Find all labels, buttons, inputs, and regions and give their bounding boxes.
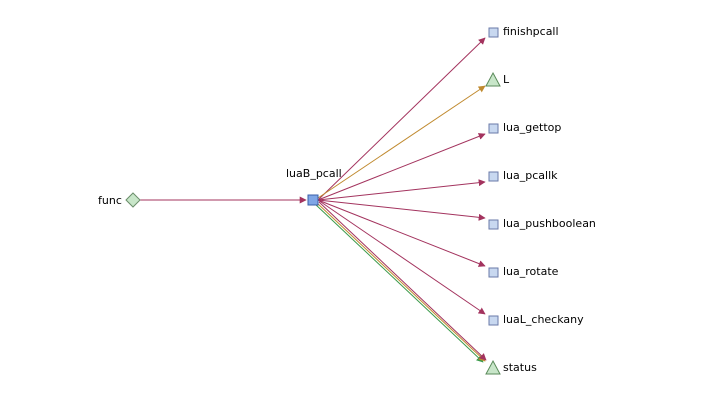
node-label-l: L [503,73,510,86]
edge-luab-pcall-to-lua-rotate [317,199,486,267]
nodes-layer [125,27,501,375]
node-label-luab-pcall: luaB_pcall [286,167,342,180]
node-label-lua-pushboolean: lua_pushboolean [503,217,596,230]
square-icon[interactable] [488,219,499,230]
node-label-lua-pcallk: lua_pcallk [503,169,558,182]
edge-luab-pcall-to-status-param [316,202,486,362]
edges-layer [140,37,487,363]
square-icon[interactable] [307,194,319,206]
triangle-icon[interactable] [485,71,501,87]
edge-luab-pcall-to-l [317,85,486,199]
square-icon[interactable] [488,315,499,326]
node-label-finishpcall: finishpcall [503,25,559,38]
triangle-icon[interactable] [485,359,501,375]
square-icon[interactable] [488,27,499,38]
square-icon[interactable] [488,267,499,278]
node-label-status: status [503,361,537,374]
square-icon[interactable] [488,171,499,182]
node-label-func: func [98,194,122,207]
square-icon[interactable] [488,123,499,134]
node-label-lua-gettop: lua_gettop [503,121,561,134]
edge-luab-pcall-to-lua-pcallk [317,179,486,201]
edge-luab-pcall-to-lual-checkany [317,199,486,315]
node-label-lua-rotate: lua_rotate [503,265,559,278]
edge-luab-pcall-to-lua-pushboolean [317,199,486,221]
edge-luab-pcall-to-lua-gettop [317,133,486,201]
edge-luab-pcall-to-status-return [314,203,484,363]
diamond-icon[interactable] [125,192,141,208]
node-label-lual-checkany: luaL_checkany [503,313,584,326]
edge-luab-pcall-to-finishpcall [317,37,486,201]
edge-luab-pcall-to-status-call [318,201,487,361]
